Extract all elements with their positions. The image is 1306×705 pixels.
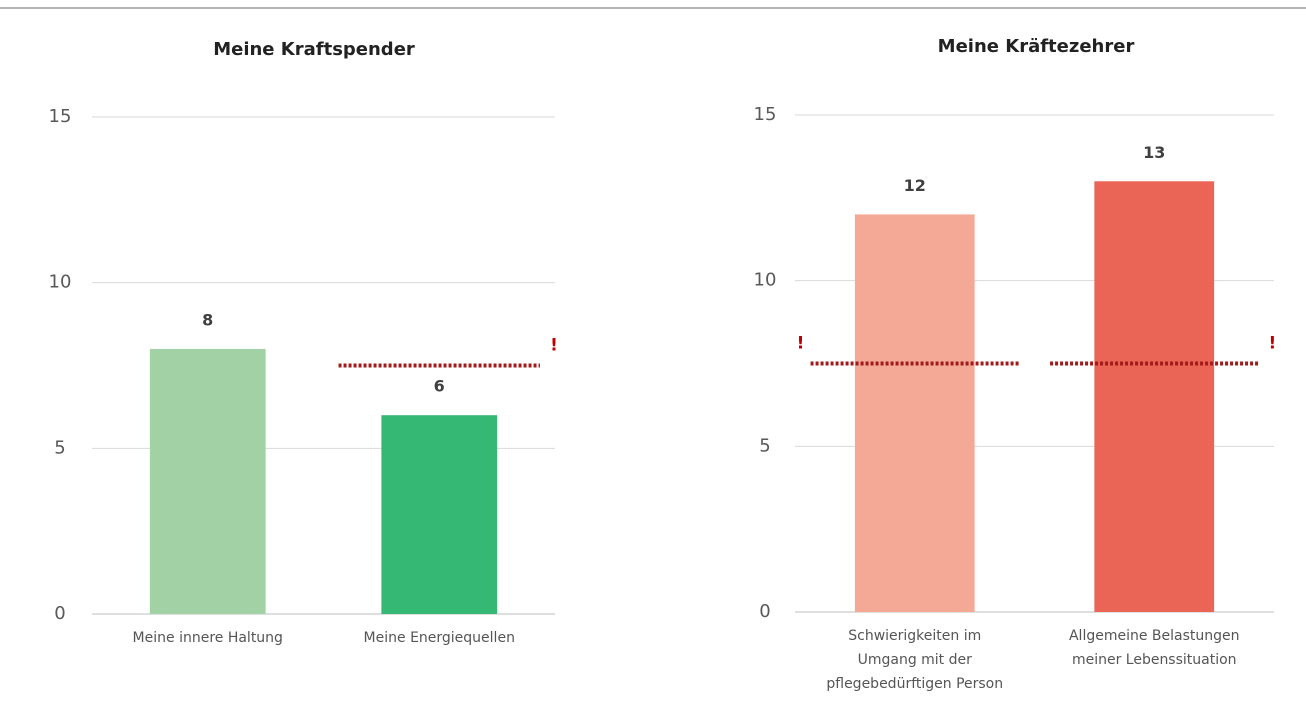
bar	[381, 415, 498, 614]
threshold-marker: !	[797, 334, 805, 354]
data-label: 6	[434, 377, 445, 396]
data-label: 8	[202, 310, 213, 329]
y-tick-label: 15	[754, 104, 777, 125]
threshold-marker: !	[550, 336, 558, 356]
bar	[854, 214, 975, 612]
data-label: 12	[904, 176, 926, 195]
y-tick-label: 10	[754, 270, 777, 291]
y-tick-label: 5	[759, 435, 770, 456]
x-tick-label: Schwierigkeiten im Umgang mit der pflegebe…	[826, 628, 1003, 692]
y-tick-label: 10	[49, 272, 72, 293]
y-tick-label: 0	[54, 603, 65, 624]
x-tick-label: Meine innere Haltung	[133, 630, 283, 646]
x-tick-label: Meine Energiequellen	[364, 630, 515, 646]
threshold-marker: !	[1269, 334, 1277, 354]
data-label: 13	[1143, 143, 1165, 162]
bar	[1094, 181, 1215, 612]
x-tick-label: Allgemeine Belastungen meiner Lebenssitua…	[1069, 628, 1240, 668]
bar	[149, 348, 266, 614]
y-tick-label: 15	[49, 106, 72, 127]
chart-title: Meine Kräftezehrer	[938, 36, 1135, 57]
y-tick-label: 0	[759, 601, 770, 622]
chart-title: Meine Kraftspender	[213, 39, 415, 60]
y-tick-label: 5	[54, 437, 65, 458]
